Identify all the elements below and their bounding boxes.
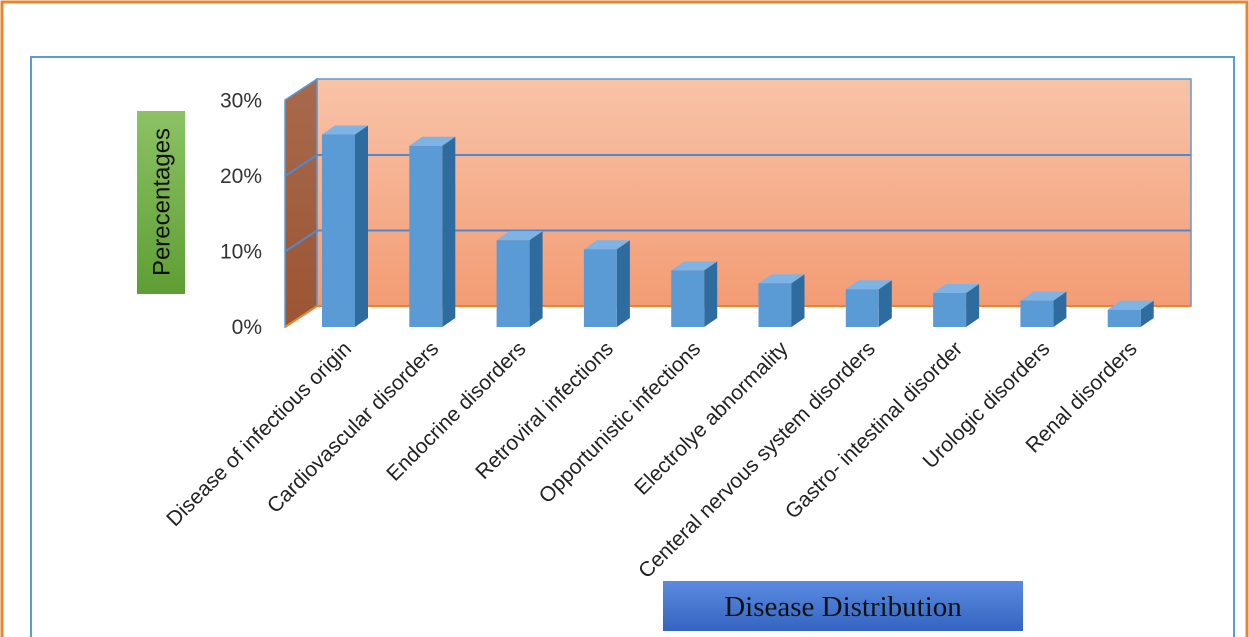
x-axis-title-box — [663, 581, 1023, 631]
bar-side — [442, 136, 456, 327]
bar-top — [671, 261, 718, 271]
y-tick-label: 30% — [220, 90, 262, 113]
bar — [758, 274, 805, 327]
bar-side — [878, 280, 892, 327]
bar-top — [496, 231, 543, 241]
bar — [322, 125, 368, 327]
bars — [322, 125, 1154, 327]
bar-top — [845, 280, 892, 290]
y-axis-ticks: 0% 10% 20% 30% — [220, 90, 262, 340]
bar-front — [671, 270, 705, 327]
bar-side — [616, 240, 630, 327]
plot-side-wall — [284, 77, 318, 329]
bar — [1020, 291, 1067, 327]
bar-top — [583, 240, 630, 250]
bar-top — [933, 284, 980, 294]
bar-top — [322, 125, 368, 135]
bar-front — [933, 293, 967, 327]
bar-side — [966, 284, 980, 327]
bar — [409, 136, 456, 327]
plot-floor — [284, 305, 1191, 328]
bar-side — [791, 274, 805, 327]
bar-side — [1140, 300, 1154, 327]
bar-front — [322, 134, 355, 327]
bar-top — [1107, 300, 1154, 310]
bar — [845, 280, 892, 327]
bar-top — [1020, 291, 1067, 301]
x-axis-title: Disease Distribution — [724, 591, 962, 623]
bar-front — [496, 240, 530, 327]
bar-front — [409, 145, 443, 327]
bar-front — [845, 289, 879, 327]
bar-side — [1053, 291, 1067, 327]
gridline-side-2 — [284, 154, 318, 177]
y-tick-label: 20% — [220, 165, 262, 188]
y-axis-title: Perecentages — [148, 128, 175, 276]
bar-front — [1020, 300, 1054, 327]
bar — [496, 231, 543, 327]
bar — [1107, 300, 1154, 327]
bar-side — [355, 125, 368, 327]
y-tick-label: 0% — [232, 316, 262, 339]
y-axis-title-box — [137, 111, 185, 294]
bar — [583, 240, 630, 327]
y-tick-label: 10% — [220, 241, 262, 264]
bar-top — [409, 136, 456, 146]
bar — [933, 284, 980, 327]
bar — [671, 261, 718, 327]
bar-top — [758, 274, 805, 284]
gridline-side-1 — [284, 229, 318, 253]
bar-side — [704, 261, 718, 327]
bar-front — [583, 249, 617, 327]
bar-front — [758, 283, 792, 327]
bar-front — [1107, 309, 1141, 327]
bar-side — [529, 231, 543, 327]
gridlines — [284, 154, 1191, 253]
